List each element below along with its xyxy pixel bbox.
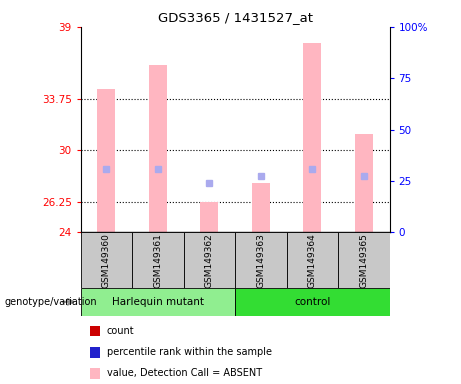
Text: genotype/variation: genotype/variation — [5, 297, 97, 307]
Bar — [235, 288, 390, 316]
Text: GSM149361: GSM149361 — [154, 233, 162, 288]
Bar — [183, 232, 235, 288]
Title: GDS3365 / 1431527_at: GDS3365 / 1431527_at — [158, 11, 313, 24]
Bar — [81, 232, 132, 288]
Bar — [252, 183, 270, 232]
Bar — [355, 134, 373, 232]
Text: GSM149365: GSM149365 — [359, 233, 368, 288]
Text: percentile rank within the sample: percentile rank within the sample — [107, 347, 272, 357]
Bar — [201, 202, 219, 232]
Bar — [132, 232, 183, 288]
Text: GSM149360: GSM149360 — [102, 233, 111, 288]
Bar — [287, 232, 338, 288]
Text: count: count — [107, 326, 135, 336]
Bar — [149, 65, 167, 232]
Text: GSM149362: GSM149362 — [205, 233, 214, 288]
Bar — [235, 232, 287, 288]
Text: GSM149363: GSM149363 — [256, 233, 266, 288]
Text: Harlequin mutant: Harlequin mutant — [112, 297, 204, 307]
Bar — [338, 232, 390, 288]
Text: value, Detection Call = ABSENT: value, Detection Call = ABSENT — [107, 368, 262, 378]
Bar — [81, 288, 235, 316]
Text: control: control — [294, 297, 331, 307]
Bar — [97, 89, 115, 232]
Text: GSM149364: GSM149364 — [308, 233, 317, 288]
Bar — [303, 43, 321, 232]
